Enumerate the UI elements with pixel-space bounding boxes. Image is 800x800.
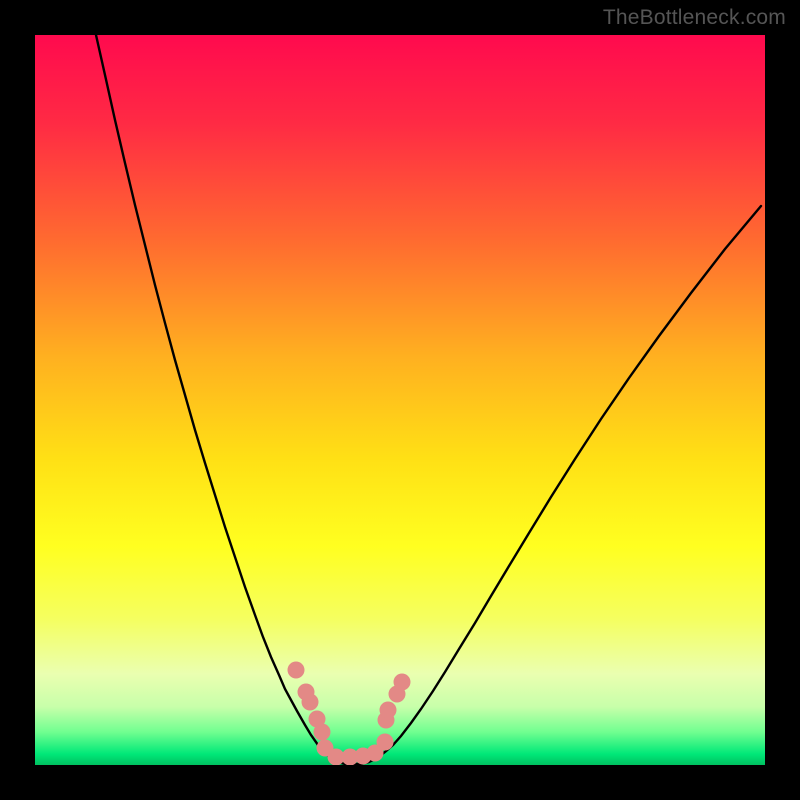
marker-point: [394, 674, 411, 691]
watermark-text: TheBottleneck.com: [603, 6, 786, 30]
marker-point: [377, 734, 394, 751]
marker-layer: [35, 35, 765, 765]
marker-point: [380, 702, 397, 719]
marker-point: [314, 724, 331, 741]
marker-point: [302, 694, 319, 711]
marker-point: [288, 662, 305, 679]
plot-area: [35, 35, 765, 765]
